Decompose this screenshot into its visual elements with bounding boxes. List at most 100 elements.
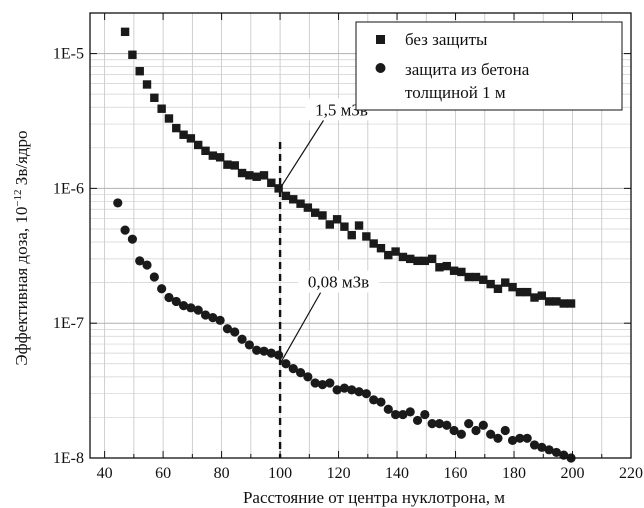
data-point-circle [252, 345, 262, 355]
data-point-square [259, 171, 269, 180]
data-point-square [362, 232, 371, 241]
data-point-square [391, 247, 400, 256]
data-point-circle [208, 313, 218, 323]
data-point-circle [537, 442, 547, 452]
data-point-square [223, 160, 232, 169]
data-point-square [135, 67, 144, 76]
data-point-circle [529, 440, 540, 450]
data-point-circle [412, 415, 423, 426]
data-point-circle [222, 324, 233, 334]
data-point-circle [427, 418, 437, 429]
data-point-square [522, 287, 532, 297]
data-point-circle [266, 348, 276, 358]
data-point-square [442, 261, 451, 271]
x-tick-label: 60 [155, 465, 171, 482]
y-tick-label: 1E-6 [53, 180, 84, 197]
data-point-circle [230, 327, 240, 337]
data-point-square [252, 172, 261, 181]
data-point-circle [310, 378, 320, 388]
legend-label: без защиты [405, 30, 488, 49]
y-axis-label: Эффективная доза, 10−12 Зв/ядро [12, 130, 31, 365]
x-tick-label: 160 [444, 465, 468, 482]
data-point-square [515, 287, 525, 297]
data-point-circle [171, 296, 181, 307]
data-point-circle [193, 305, 203, 315]
data-point-circle [434, 418, 445, 429]
y-tick-label: 1E-8 [53, 450, 84, 467]
data-point-circle [157, 284, 167, 294]
data-point-square [267, 178, 276, 188]
legend-label: толщиной 1 м [405, 83, 506, 102]
data-point-square [318, 211, 327, 220]
data-point-square [172, 123, 181, 133]
data-point-square [369, 239, 378, 248]
data-point-circle [281, 359, 291, 369]
data-point-square [420, 256, 430, 266]
data-point-square [208, 151, 218, 160]
data-point-square [332, 215, 342, 224]
data-point-circle [339, 383, 350, 393]
data-point-square [245, 171, 254, 180]
data-point-circle [376, 397, 386, 407]
data-point-square [544, 297, 554, 306]
legend-marker-circle [375, 63, 386, 73]
data-point-square [237, 168, 247, 178]
data-point-square [559, 299, 568, 308]
data-point-circle [442, 420, 452, 430]
data-point-circle [215, 315, 225, 325]
data-point-square [537, 291, 547, 300]
data-point-square [281, 191, 291, 201]
annotation-pointer [279, 120, 324, 189]
data-point-circle [405, 407, 415, 417]
data-point-circle [295, 368, 306, 378]
data-point-square [303, 203, 313, 212]
data-point-square [427, 254, 437, 264]
data-point-circle [178, 301, 189, 311]
data-point-square [289, 195, 298, 204]
data-point-square [186, 134, 196, 143]
x-tick-label: 100 [268, 465, 292, 482]
data-point-square [157, 104, 166, 113]
annotation-label: 0,08 мЗв [308, 273, 369, 292]
y-tick-label: 1E-5 [53, 46, 84, 63]
data-point-square [142, 80, 152, 89]
annotation-bg [298, 270, 379, 293]
plot-frame [89, 12, 632, 459]
data-point-circle [127, 234, 138, 244]
data-point-square [230, 161, 239, 170]
data-point-square [376, 244, 386, 253]
data-point-circle [507, 435, 518, 446]
data-point-circle [303, 372, 313, 382]
data-point-square [274, 184, 283, 193]
data-point-circle [390, 409, 401, 420]
annotation-pointer [279, 292, 322, 365]
data-point-circle [449, 425, 459, 436]
data-point-square [150, 93, 159, 102]
data-point-circle [515, 433, 525, 443]
data-point-square [406, 254, 415, 264]
data-point-square [508, 282, 517, 292]
data-point-square [215, 153, 225, 162]
x-tick-label: 220 [619, 465, 643, 482]
data-point-square [398, 252, 408, 262]
annotation-layer: 1,5 мЗв 0,08 мЗв [279, 98, 379, 365]
x-tick-label: 180 [502, 465, 526, 482]
data-point-circle [522, 433, 532, 443]
data-point-square [354, 221, 364, 230]
data-point-circle [142, 260, 152, 270]
data-point-square [449, 266, 459, 275]
data-point-circle [420, 409, 430, 420]
x-tick-label: 40 [97, 465, 113, 482]
x-axis-label: Расстояние от центра нуклотрона, м [243, 488, 505, 507]
data-point-square [310, 208, 320, 217]
data-point-circle [398, 409, 408, 420]
data-point-square [179, 130, 188, 139]
data-point-circle [244, 340, 254, 350]
data-point-circle [347, 385, 357, 395]
data-point-square [471, 272, 481, 282]
data-point-circle [500, 425, 510, 436]
data-point-circle [288, 364, 298, 374]
x-tick-label: 80 [214, 465, 230, 482]
legend-box [355, 21, 623, 111]
